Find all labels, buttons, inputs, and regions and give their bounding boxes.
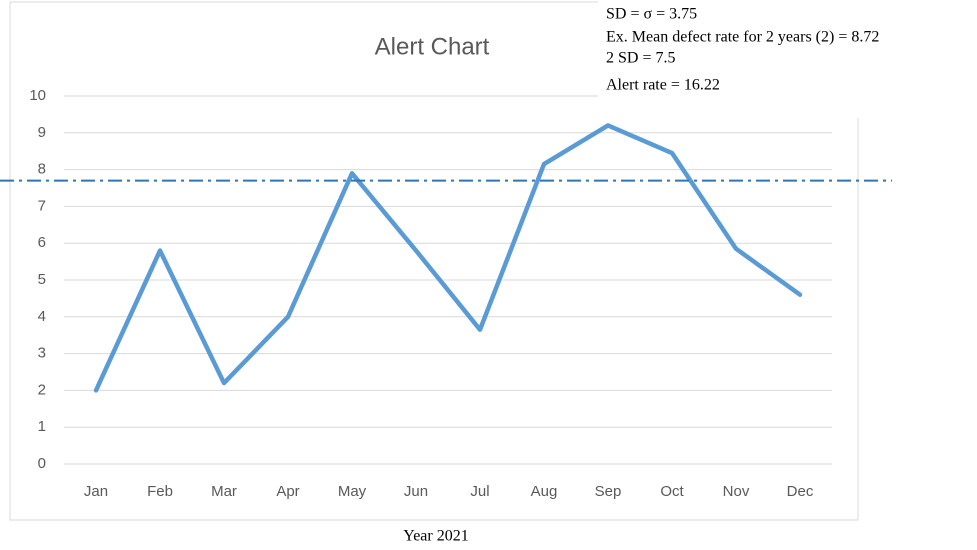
y-tick-label: 0 [38,455,46,472]
y-tick-label: 8 [38,161,46,178]
annotation: SD = σ = 3.75 [606,6,697,23]
y-tick-label: 2 [38,381,46,398]
y-tick-label: 7 [38,197,46,214]
x-tick-label: Jul [470,483,489,500]
x-tick-label: Dec [787,483,814,500]
y-tick-label: 3 [38,345,46,362]
y-tick-label: 9 [38,124,46,141]
y-tick-label: 4 [38,308,46,325]
annotation: 2 SD = 7.5 [606,50,675,67]
line-series [93,123,803,393]
x-tick-label: Nov [723,483,750,500]
x-axis-label: Year 2021 [403,528,468,545]
y-tick-label: 1 [38,418,46,435]
y-tick-label: 6 [38,234,46,251]
x-tick-label: Aug [531,483,558,500]
x-tick-label: Apr [276,483,299,500]
x-tick-label: Sep [595,483,622,500]
annotation-box [598,0,977,118]
annotation: Alert rate = 16.22 [606,77,720,94]
x-tick-label: Feb [147,483,173,500]
x-tick-label: Jun [404,483,428,500]
x-tick-label: Jan [84,483,108,500]
y-tick-label: 10 [29,87,46,104]
annotation: Ex. Mean defect rate for 2 years (2) = 8… [606,29,879,46]
x-tick-label: May [338,483,367,500]
y-tick-label: 5 [38,271,46,288]
x-tick-label: Mar [211,483,237,500]
x-tick-label: Oct [660,483,684,500]
chart-title: Alert Chart [375,33,490,60]
